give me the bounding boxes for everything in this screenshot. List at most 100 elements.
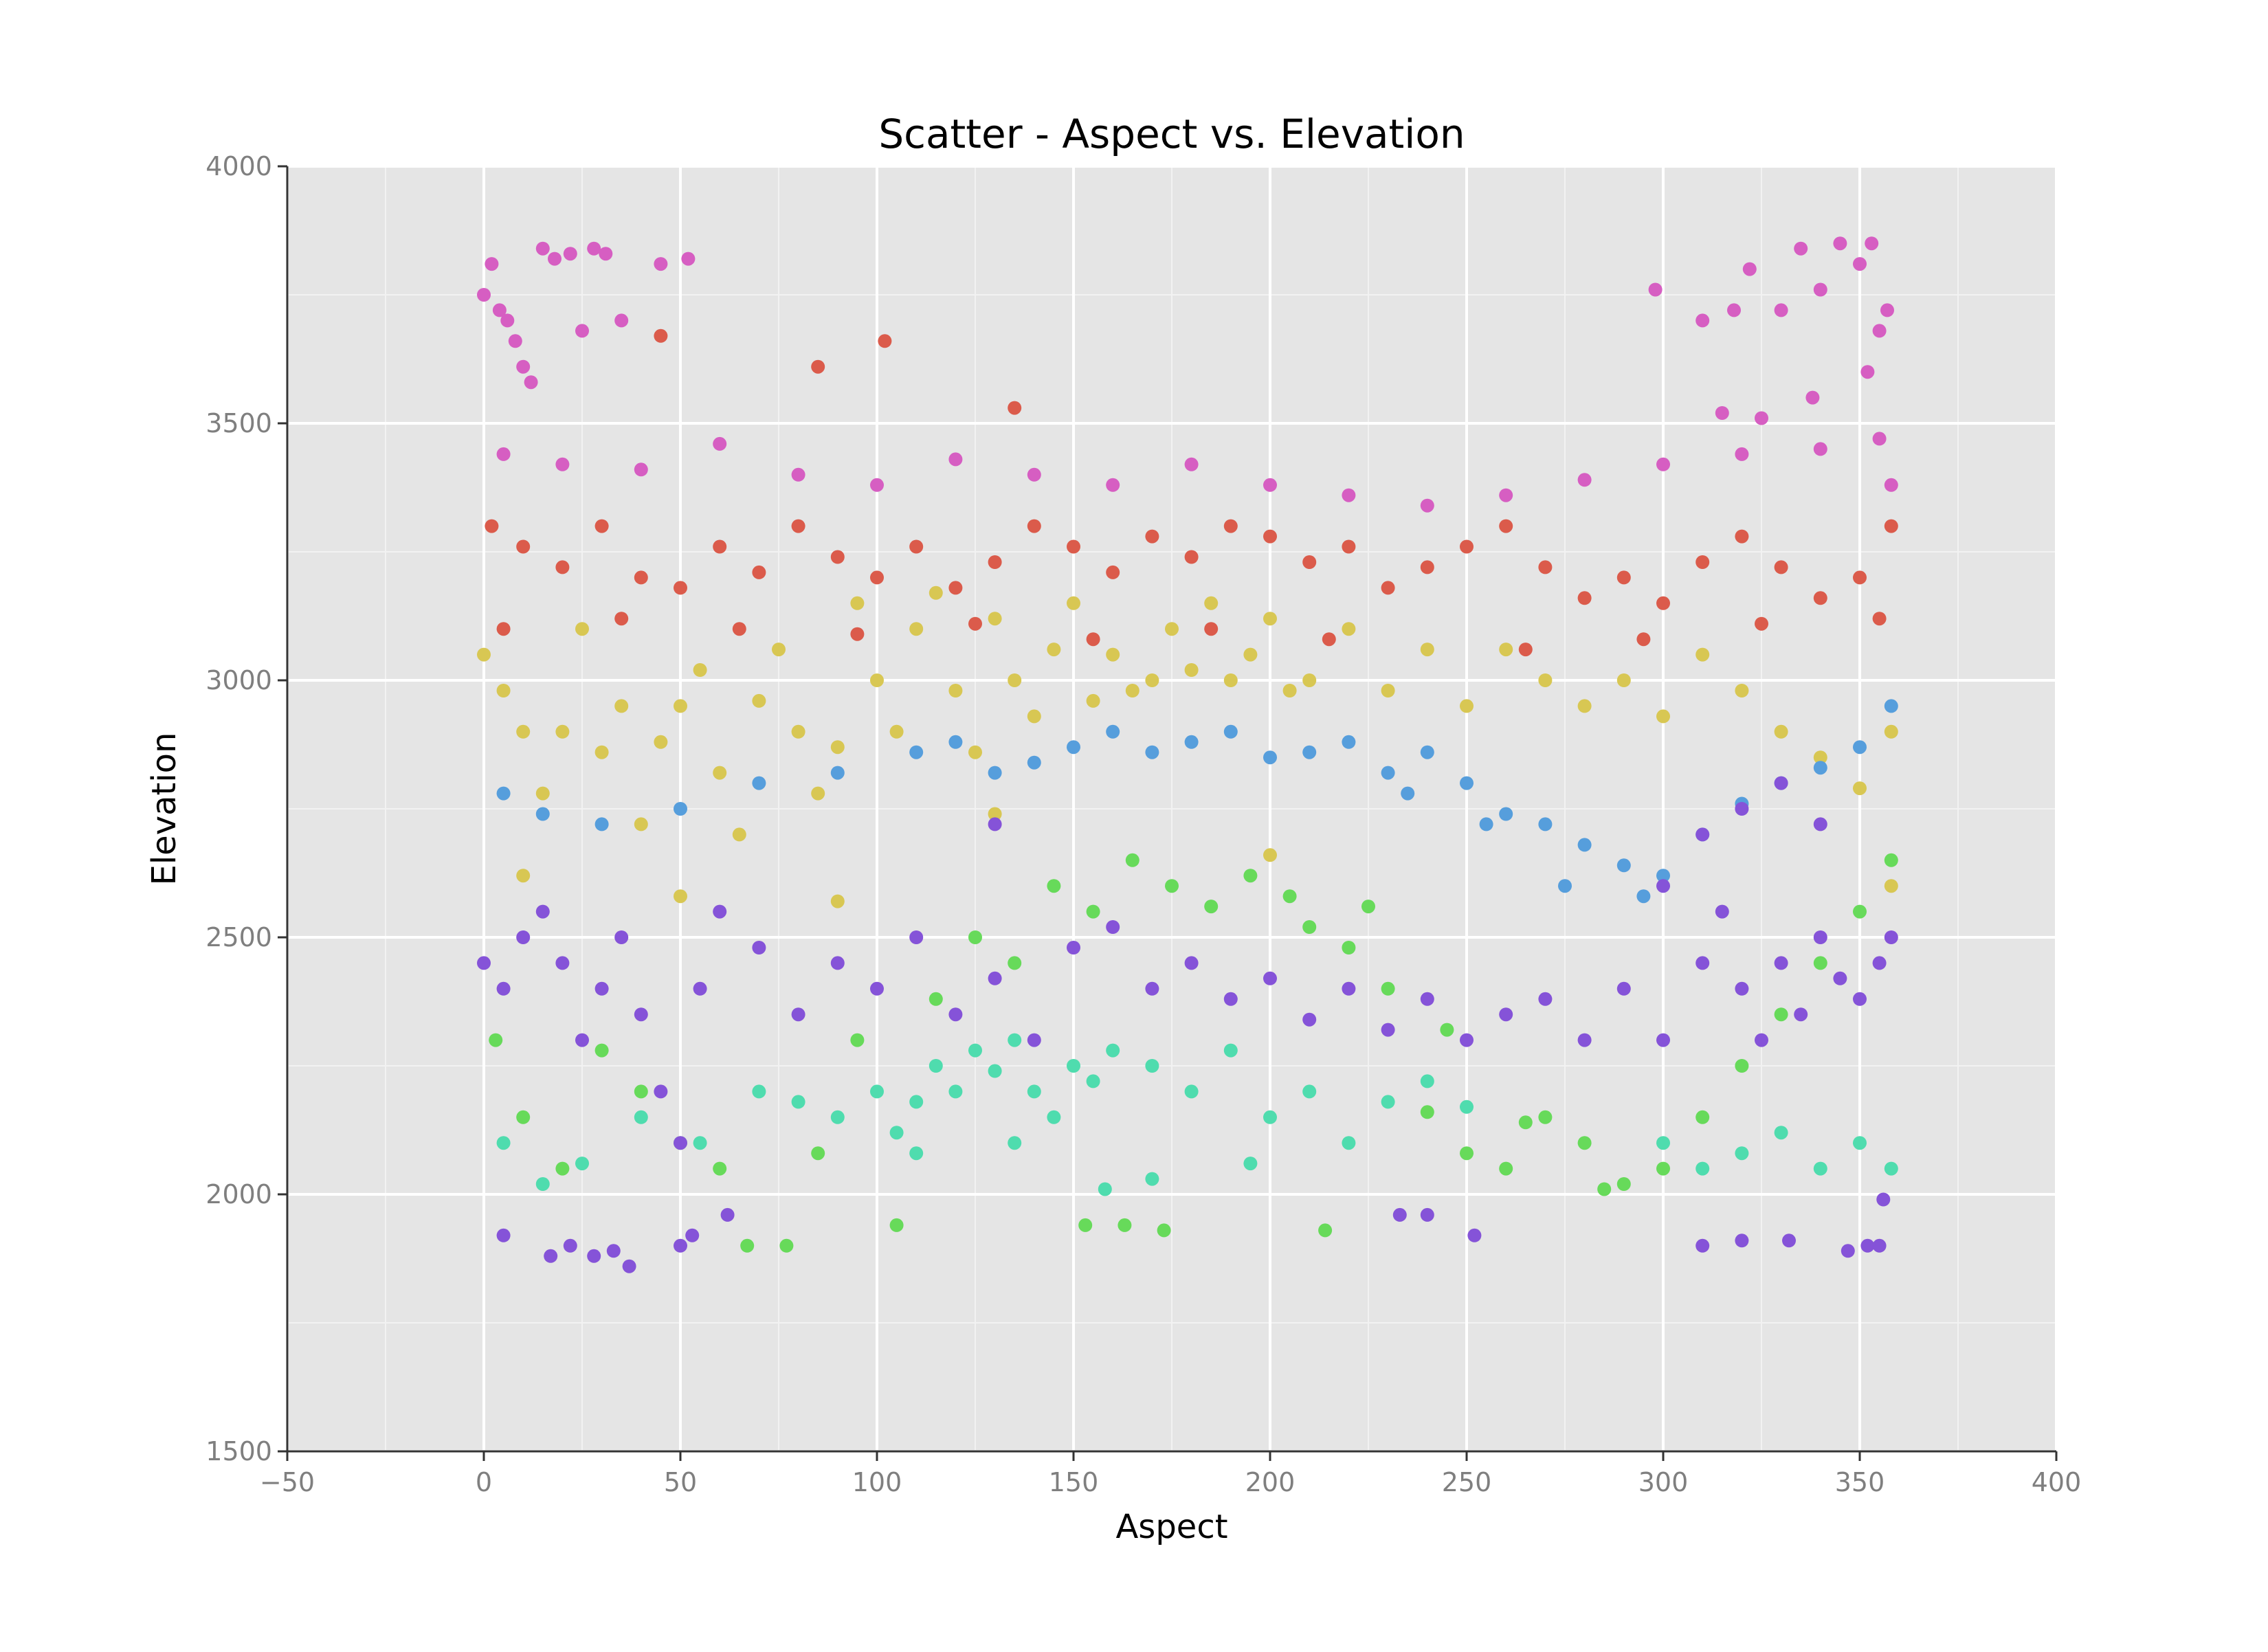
scatter-point [1518, 1115, 1533, 1130]
scatter-point [1538, 817, 1553, 831]
scatter-point [1145, 745, 1159, 759]
scatter-point [948, 684, 963, 697]
scatter-point [1499, 1161, 1513, 1176]
scatter-point [1884, 853, 1898, 867]
scatter-point [1420, 498, 1434, 513]
scatter-point [1872, 432, 1887, 446]
scatter-point [1243, 647, 1258, 662]
scatter-point [1813, 750, 1827, 765]
scatter-point [1853, 781, 1867, 796]
scatter-point [555, 956, 570, 970]
scatter-point [1184, 735, 1199, 749]
scatter-point [1381, 1095, 1395, 1109]
scatter-point [909, 930, 924, 944]
scatter-point [524, 375, 538, 390]
scatter-point [1853, 570, 1867, 585]
scatter-point [1813, 1161, 1827, 1176]
scatter-point [1381, 684, 1395, 697]
scatter-point [811, 786, 825, 801]
scatter-point [587, 1249, 601, 1263]
scatter-point [516, 359, 531, 374]
scatter-point [1636, 632, 1651, 647]
scatter-point [1282, 684, 1297, 697]
scatter-point [1008, 1033, 1022, 1047]
scatter-point [968, 1043, 982, 1058]
scatter-point [516, 930, 531, 944]
scatter-point [1853, 740, 1867, 755]
scatter-point [693, 981, 707, 996]
scatter-point [1125, 853, 1139, 867]
scatter-point [988, 612, 1002, 626]
scatter-point [535, 904, 550, 919]
x-tick-label: 350 [1835, 1467, 1885, 1497]
scatter-point [1008, 401, 1022, 415]
scatter-point [889, 1218, 904, 1232]
scatter-point [1106, 920, 1120, 934]
scatter-point [634, 817, 648, 831]
scatter-point [1794, 241, 1808, 256]
scatter-point [555, 724, 570, 739]
scatter-point [1735, 529, 1749, 544]
scatter-point [496, 622, 511, 636]
scatter-point [1656, 457, 1670, 471]
scatter-point [850, 627, 865, 641]
scatter-point [1577, 699, 1592, 713]
scatter-point [1008, 1136, 1022, 1150]
scatter-point [1165, 879, 1179, 893]
scatter-point [752, 776, 766, 790]
scatter-point [1735, 802, 1749, 816]
scatter-point [1865, 236, 1879, 251]
scatter-point [594, 745, 609, 759]
scatter-point [492, 303, 507, 317]
scatter-point [1165, 622, 1179, 636]
scatter-point [1145, 1172, 1159, 1186]
scatter-point [1342, 981, 1356, 996]
scatter-point [1223, 519, 1238, 533]
scatter-point [674, 1136, 687, 1150]
scatter-point [496, 447, 511, 461]
scatter-point [713, 904, 727, 919]
scatter-point [1884, 930, 1898, 944]
scatter-point [674, 802, 687, 816]
chart-title: Scatter - Aspect vs. Elevation [878, 111, 1465, 157]
scatter-point [732, 622, 746, 636]
scatter-point [496, 786, 511, 801]
scatter-point [1460, 539, 1474, 554]
scatter-point [1184, 956, 1199, 970]
scatter-point [1518, 643, 1533, 657]
scatter-point [791, 724, 805, 739]
scatter-point [988, 807, 1002, 821]
scatter-point [634, 570, 648, 585]
scatter-point [878, 334, 892, 348]
minor-gridlines [287, 166, 2056, 1451]
scatter-point [1860, 365, 1875, 379]
y-axis-label: Elevation [145, 733, 184, 886]
scatter-point [1282, 889, 1297, 904]
scatter-point [1223, 1043, 1238, 1058]
scatter-point [1460, 1146, 1474, 1161]
scatter-point [791, 1007, 805, 1022]
scatter-point [811, 1146, 825, 1161]
scatter-point [752, 565, 766, 579]
scatter-point [1027, 755, 1041, 770]
scatter-point [1047, 643, 1061, 657]
scatter-point [1118, 1218, 1132, 1232]
scatter-point [1872, 956, 1887, 970]
scatter-point [1263, 971, 1277, 985]
scatter-point [1008, 956, 1022, 970]
scatter-point [1774, 776, 1788, 790]
scatter-point [988, 555, 1002, 569]
scatter-point [1361, 900, 1375, 914]
scatter-point [1263, 529, 1277, 544]
scatter-point [988, 1064, 1002, 1078]
scatter-point [1420, 560, 1434, 574]
scatter-point [870, 981, 884, 996]
scatter-point [870, 478, 884, 492]
scatter-point [1782, 1234, 1796, 1248]
scatter-point [830, 740, 845, 755]
scatter-point [1813, 817, 1827, 831]
x-tick-label: 50 [664, 1467, 697, 1497]
scatter-point [587, 241, 601, 256]
scatter-point [1263, 750, 1277, 765]
